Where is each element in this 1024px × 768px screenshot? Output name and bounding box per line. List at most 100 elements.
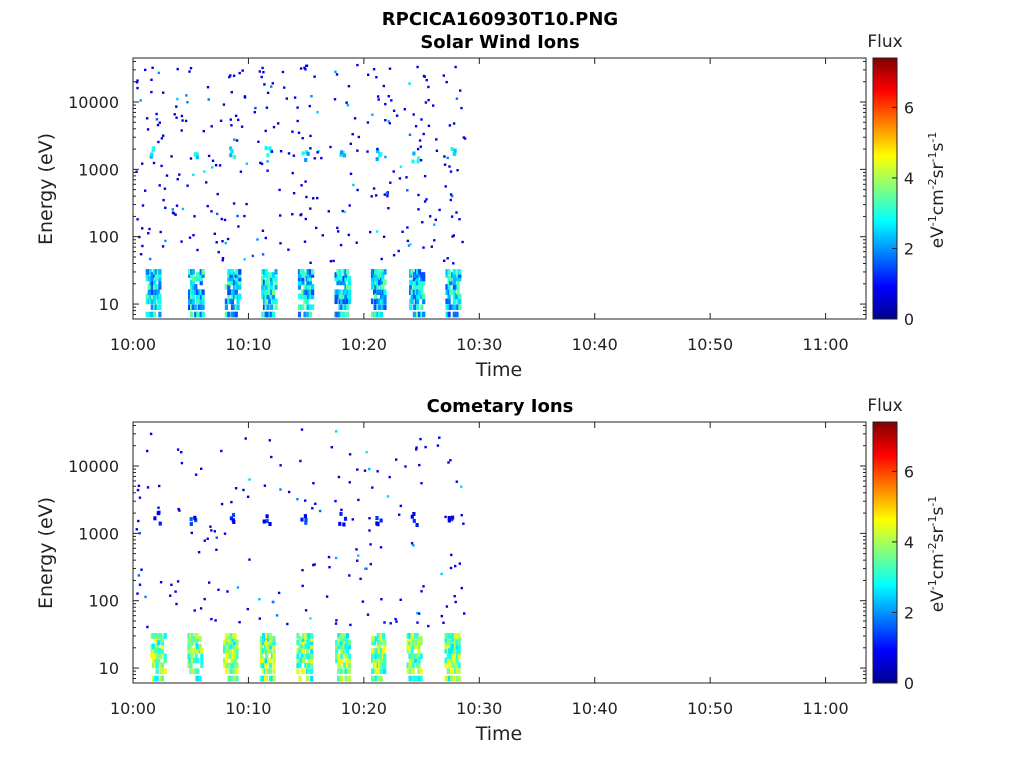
colorbar-tick-label: 4 [904, 533, 914, 552]
heatmap-cell [444, 639, 448, 646]
heatmap-cell [197, 311, 202, 318]
heatmap-cell [452, 304, 456, 310]
heatmap-cell [432, 104, 435, 107]
heatmap-cell [262, 71, 265, 74]
heatmap-cell [254, 106, 257, 110]
heatmap-cell [153, 289, 157, 295]
heatmap-cell [406, 648, 410, 654]
heatmap-cell [296, 119, 299, 123]
heatmap-cell [342, 279, 346, 286]
heatmap-cell [338, 272, 342, 278]
heatmap-cell [409, 243, 412, 246]
heatmap-cell [415, 662, 419, 669]
heatmap-cell [199, 272, 203, 278]
heatmap-cell [265, 106, 269, 109]
heatmap-cell [371, 486, 374, 489]
heatmap-cell [262, 311, 267, 318]
heatmap-cell [456, 169, 459, 172]
heatmap-cell [321, 234, 324, 237]
heatmap-cell [302, 668, 306, 674]
heatmap-cell [292, 154, 296, 157]
heatmap-cell [296, 639, 300, 646]
heatmap-cell [272, 636, 276, 642]
heatmap-cell [238, 71, 241, 75]
heatmap-cell [373, 289, 377, 295]
heatmap-cell [452, 289, 456, 295]
heatmap-cell [159, 230, 162, 234]
heatmap-cell [371, 113, 374, 116]
heatmap-cell [327, 555, 331, 559]
heatmap-cell [344, 293, 348, 300]
colorbar-gradient [872, 57, 898, 320]
heatmap-cell [160, 662, 165, 669]
heatmap-cell [271, 311, 276, 318]
heatmap-cell [314, 502, 317, 505]
heatmap-cell [297, 272, 302, 278]
heatmap-cell [266, 293, 270, 300]
heatmap-cell [342, 304, 346, 310]
heatmap-cell [387, 207, 390, 210]
heatmap-cell [275, 614, 279, 617]
heatmap-cell [448, 124, 452, 127]
heatmap-cell [192, 648, 196, 654]
heatmap-cell [230, 304, 235, 310]
heatmap-cell [237, 225, 240, 228]
heatmap-cell [462, 522, 465, 525]
heatmap-cell [412, 284, 416, 290]
heatmap-cell [379, 152, 383, 156]
heatmap-cell [145, 298, 149, 305]
heatmap-cell [412, 293, 416, 300]
heatmap-cell [235, 639, 239, 646]
heatmap-cell [307, 639, 311, 646]
heatmap-cell [303, 289, 307, 295]
heatmap-cell [378, 298, 382, 305]
heatmap-cell [349, 142, 352, 145]
heatmap-cell [343, 210, 346, 214]
heatmap-cell [232, 202, 236, 205]
heatmap-cell [258, 598, 261, 601]
heatmap-cell [411, 636, 415, 642]
heatmap-cell [346, 298, 350, 305]
heatmap-cell [410, 298, 414, 305]
heatmap-cell [336, 289, 340, 295]
colorbar-tick-label: 6 [904, 98, 914, 117]
heatmap-cell [451, 195, 454, 198]
heatmap-cell [413, 633, 418, 639]
heatmap-cell [175, 602, 178, 606]
heatmap-cell [332, 259, 335, 263]
heatmap-cell [455, 657, 459, 664]
heatmap-cell [447, 304, 451, 310]
heatmap-cell [194, 311, 198, 318]
heatmap-cell [196, 633, 200, 639]
heatmap-cell [459, 89, 462, 92]
heatmap-cell [297, 131, 301, 134]
heatmap-cell [415, 289, 420, 295]
heatmap-cell [153, 269, 157, 275]
heatmap-cell [264, 304, 268, 310]
heatmap-cell [399, 504, 402, 508]
heatmap-cell [460, 106, 463, 110]
heatmap-cell [196, 675, 200, 682]
heatmap-cell [343, 516, 348, 521]
heatmap-cell [420, 284, 424, 290]
heatmap-cell [144, 189, 147, 192]
heatmap-cell [135, 528, 138, 531]
heatmap-cell [236, 272, 240, 278]
heatmap-cell [376, 311, 380, 318]
x-tick-label: 10:00 [110, 699, 156, 718]
heatmap-cell [371, 653, 375, 659]
heatmap-cell [409, 304, 413, 310]
heatmap-cell [451, 235, 454, 238]
heatmap-cell [342, 668, 346, 674]
heatmap-cell [447, 275, 451, 282]
heatmap-cell [346, 104, 349, 107]
heatmap-cell [338, 521, 342, 526]
heatmap-cell [272, 643, 276, 650]
heatmap-cell [296, 633, 300, 639]
heatmap-cell [188, 236, 192, 239]
heatmap-cell [376, 279, 380, 286]
heatmap-cell [223, 648, 227, 654]
heatmap-cell [450, 653, 454, 659]
heatmap-cell [440, 572, 443, 576]
heatmap-cell [146, 486, 150, 489]
